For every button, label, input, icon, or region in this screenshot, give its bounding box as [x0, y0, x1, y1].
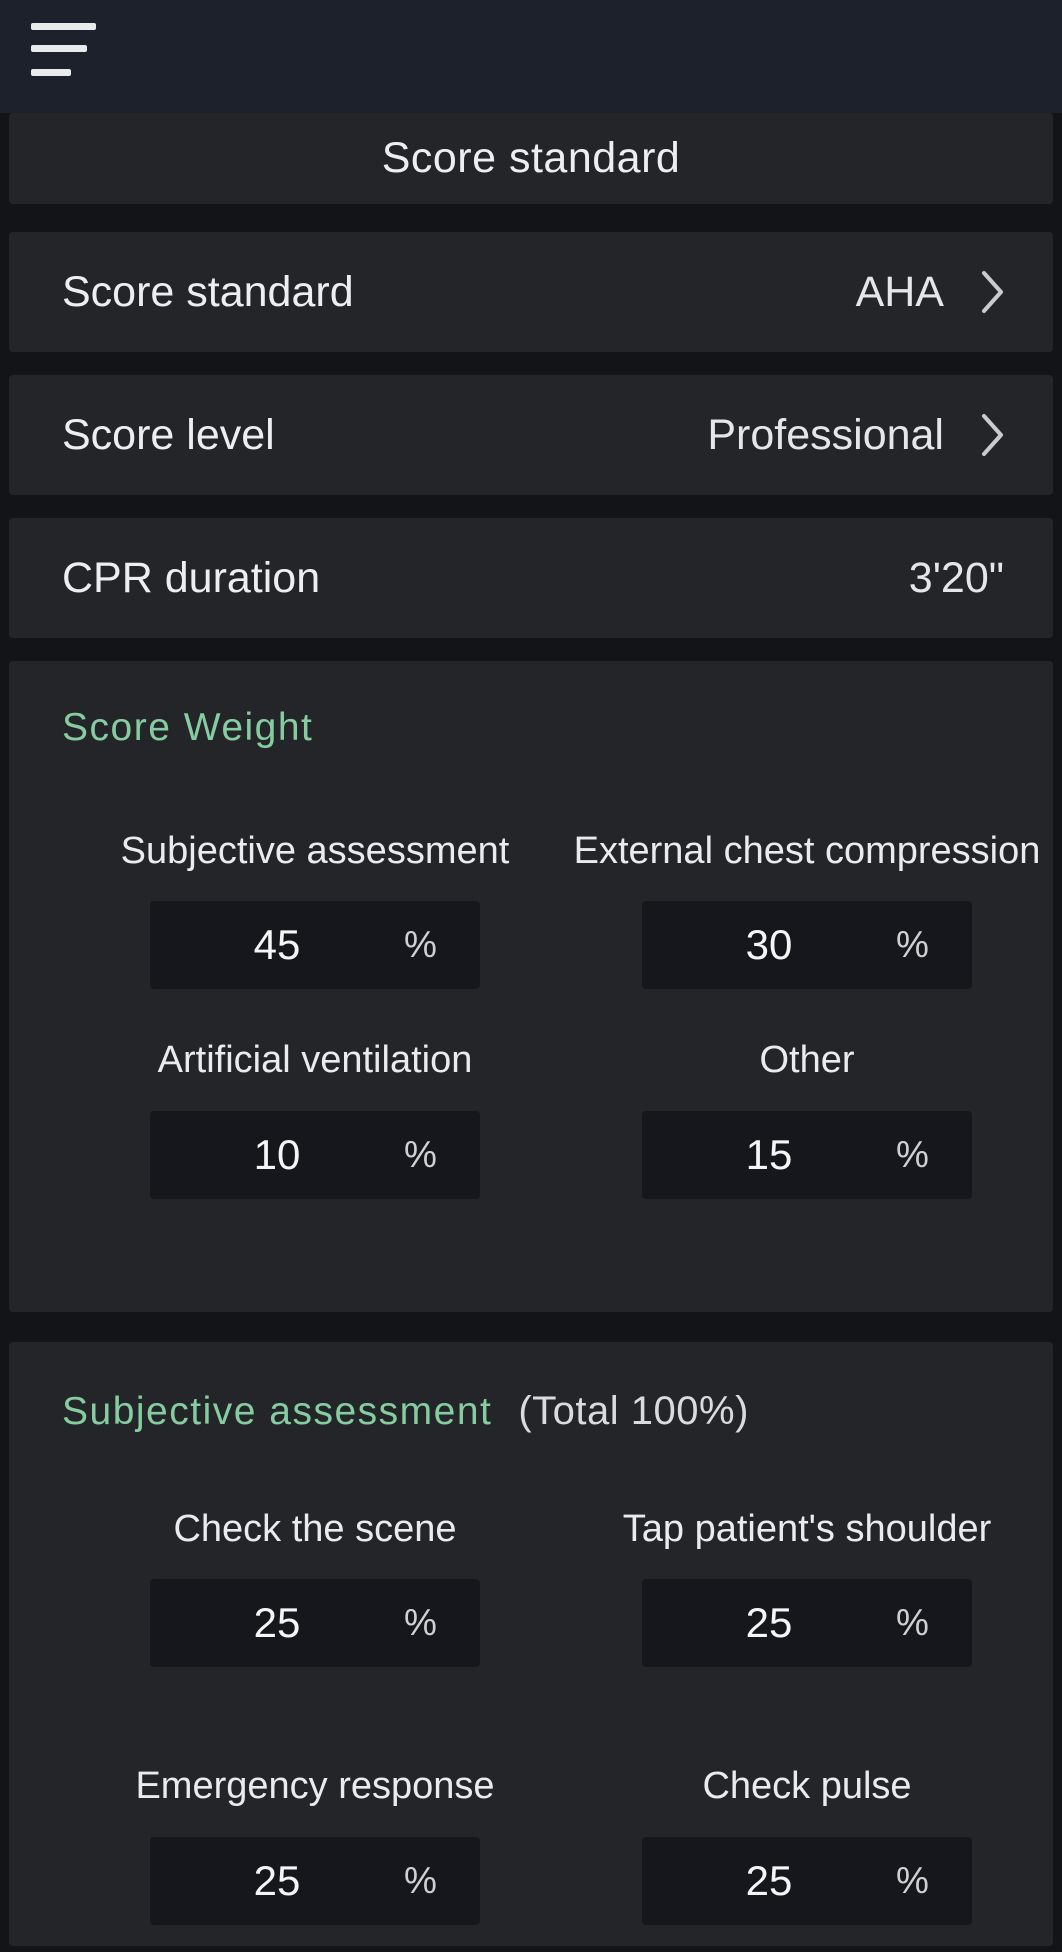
page-title: Score standard: [381, 134, 681, 182]
field-label: Check pulse: [702, 1765, 912, 1808]
field-label: Other: [759, 1039, 855, 1082]
field-row: Check the scene 25 % Tap patient's shoul…: [9, 1504, 1053, 1668]
field-value: 25: [745, 1856, 793, 1904]
subjective-assessment-section: Subjective assessment (Total 100%) Check…: [9, 1342, 1053, 1946]
percent-sign: %: [896, 1133, 929, 1175]
section-title: Subjective assessment: [62, 1390, 493, 1433]
percent-sign: %: [896, 1859, 929, 1901]
menu-button[interactable]: [31, 20, 101, 78]
subjective-assessment-percent-input[interactable]: 45 %: [150, 901, 480, 990]
field-label: External chest compression: [573, 830, 1041, 872]
external-chest-compression-percent-input[interactable]: 30 %: [642, 901, 972, 990]
artificial-ventilation-percent-input[interactable]: 10 %: [150, 1110, 480, 1199]
field-label: Artificial ventilation: [157, 1039, 473, 1082]
score-weight-header: Score Weight: [9, 706, 1053, 750]
field-value: 30: [745, 921, 793, 969]
field-other: Other 15 %: [561, 1035, 1053, 1199]
percent-sign: %: [404, 1133, 437, 1175]
setting-row-cpr-duration[interactable]: CPR duration 3'20": [9, 518, 1053, 638]
percent-sign: %: [896, 1602, 929, 1644]
field-row: Emergency response 25 % Check pulse 25 %: [9, 1761, 1053, 1925]
row-label: Score level: [62, 410, 275, 459]
field-emergency-response: Emergency response 25 %: [69, 1761, 561, 1925]
check-the-scene-percent-input[interactable]: 25 %: [150, 1579, 480, 1668]
field-value: 25: [253, 1856, 301, 1904]
field-label: Tap patient's shoulder: [622, 1508, 992, 1550]
field-value: 25: [253, 1599, 301, 1647]
field-artificial-ventilation: Artificial ventilation 10 %: [69, 1035, 561, 1199]
field-label: Check the scene: [173, 1508, 457, 1550]
field-value: 45: [253, 921, 301, 969]
field-value: 15: [745, 1130, 793, 1178]
row-value: AHA: [855, 267, 944, 316]
field-subjective-assessment: Subjective assessment 45 %: [69, 826, 561, 990]
row-label: CPR duration: [62, 553, 321, 602]
percent-sign: %: [896, 924, 929, 966]
row-value: Professional: [707, 410, 944, 459]
section-title: Score Weight: [62, 706, 314, 749]
settings-rows: Score standard AHA Score level Professio…: [0, 232, 1062, 638]
field-row: Artificial ventilation 10 % Other 15 %: [9, 1035, 1053, 1199]
field-check-pulse: Check pulse 25 %: [561, 1761, 1053, 1925]
top-nav-bar: [0, 0, 1062, 113]
other-percent-input[interactable]: 15 %: [642, 1110, 972, 1199]
subjective-assessment-header: Subjective assessment (Total 100%): [9, 1389, 1053, 1434]
tap-patients-shoulder-percent-input[interactable]: 25 %: [642, 1579, 972, 1668]
percent-sign: %: [404, 1602, 437, 1644]
row-label: Score standard: [62, 267, 354, 316]
field-row: Subjective assessment 45 % External ches…: [9, 826, 1053, 990]
percent-sign: %: [404, 1859, 437, 1901]
field-tap-patients-shoulder: Tap patient's shoulder 25 %: [561, 1504, 1053, 1668]
check-pulse-percent-input[interactable]: 25 %: [642, 1836, 972, 1925]
setting-row-score-standard[interactable]: Score standard AHA: [9, 232, 1053, 352]
row-value: 3'20": [908, 553, 1004, 602]
chevron-right-icon: [982, 271, 1003, 313]
field-value: 10: [253, 1130, 301, 1178]
percent-sign: %: [404, 924, 437, 966]
setting-row-score-level[interactable]: Score level Professional: [9, 375, 1053, 495]
page-header: Score standard: [9, 113, 1053, 204]
emergency-response-percent-input[interactable]: 25 %: [150, 1836, 480, 1925]
field-value: 25: [745, 1599, 793, 1647]
hamburger-menu-icon: [31, 22, 101, 76]
field-check-the-scene: Check the scene 25 %: [69, 1504, 561, 1668]
field-label: Subjective assessment: [120, 830, 510, 872]
score-weight-section: Score Weight Subjective assessment 45 % …: [9, 661, 1053, 1312]
chevron-right-icon: [982, 414, 1003, 456]
field-label: Emergency response: [135, 1765, 495, 1808]
section-subtitle: (Total 100%): [518, 1389, 749, 1433]
field-external-chest-compression: External chest compression 30 %: [561, 826, 1053, 990]
